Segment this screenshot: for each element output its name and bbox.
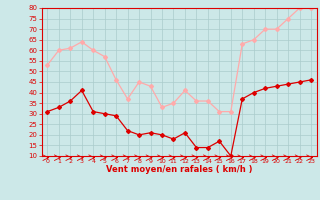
X-axis label: Vent moyen/en rafales ( km/h ): Vent moyen/en rafales ( km/h ) <box>106 165 252 174</box>
